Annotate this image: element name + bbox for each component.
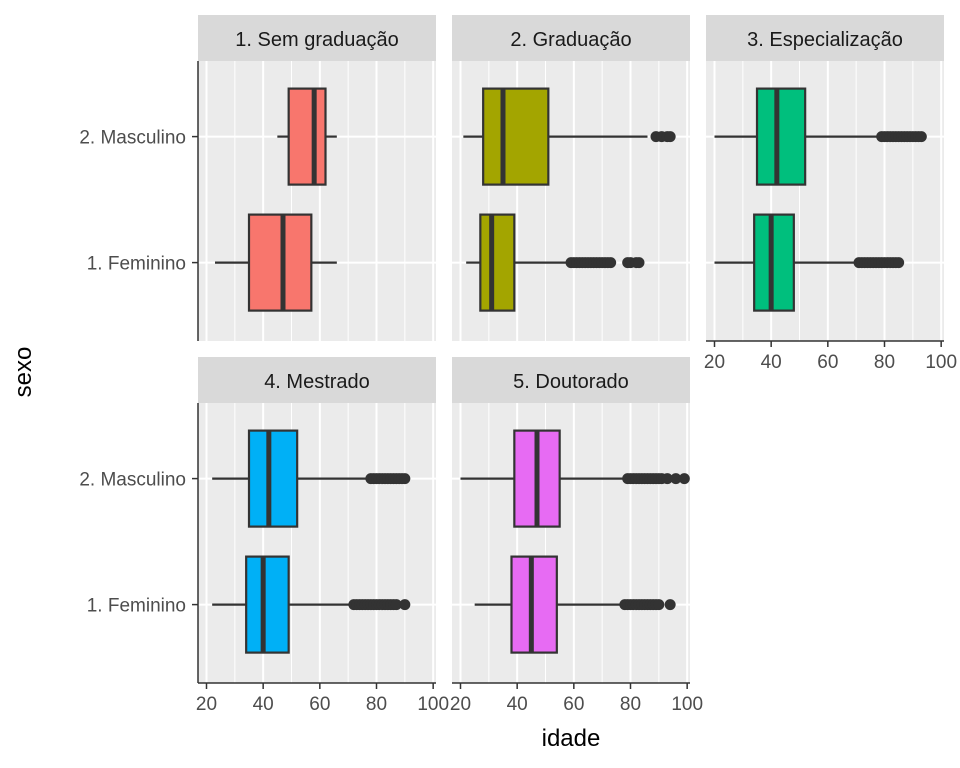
facet-panel: 2. Graduação	[452, 15, 690, 341]
x-tick-label: 100	[925, 352, 957, 373]
facet-strip-label: 5. Doutorado	[513, 371, 629, 393]
outlier-point	[915, 131, 927, 143]
x-tick-label: 80	[366, 694, 387, 715]
box-iqr	[287, 87, 327, 186]
x-tick-label: 20	[450, 694, 471, 715]
outlier-point	[399, 599, 411, 611]
x-tick-label: 20	[704, 352, 725, 373]
outlier-point	[661, 473, 673, 485]
x-tick-label: 60	[817, 352, 838, 373]
facet-strip	[452, 15, 690, 61]
facet-strip	[198, 357, 436, 403]
x-tick-label: 20	[196, 694, 217, 715]
outlier-point	[670, 473, 682, 485]
outlier-point	[390, 599, 402, 611]
outlier-point	[664, 599, 676, 611]
facet-strip-label: 4. Mestrado	[264, 371, 370, 393]
facet-panel: 3. Especialização 20 40 60 80 100	[704, 15, 957, 373]
panel-background	[198, 403, 436, 683]
outlier-point	[605, 257, 617, 269]
box-iqr	[247, 429, 299, 528]
box-iqr	[247, 213, 313, 312]
y-tick-label: 1. Feminino	[87, 254, 186, 275]
y-tick-label: 2. Masculino	[79, 470, 186, 491]
y-tick-label: 1. Feminino	[87, 596, 186, 617]
x-tick-label: 60	[309, 694, 330, 715]
panel-background	[706, 61, 944, 341]
box-iqr	[479, 213, 516, 312]
facet-panel: 5. Doutorado 20 40 60 80 100	[450, 357, 703, 715]
facet-strip	[706, 15, 944, 61]
box-iqr	[482, 87, 550, 186]
y-axis-title: sexo	[10, 347, 37, 398]
outlier-point	[678, 473, 690, 485]
facet-strip-label: 1. Sem graduação	[235, 29, 398, 51]
box-iqr	[753, 213, 795, 312]
x-tick-label: 40	[761, 352, 782, 373]
outlier-point	[399, 473, 411, 485]
outlier-point	[633, 257, 645, 269]
box-iqr	[245, 555, 290, 654]
box-iqr	[755, 87, 807, 186]
facet-strip-label: 2. Graduação	[510, 29, 631, 51]
panel-background	[452, 403, 690, 683]
facet-panel: 4. Mestrado 1. Feminino 2. Masculino 20 40 60…	[79, 357, 449, 715]
x-tick-label: 80	[874, 352, 895, 373]
x-tick-label: 40	[507, 694, 528, 715]
x-tick-label: 40	[253, 694, 274, 715]
facet-panel: 1. Sem graduação 1. Feminino 2. Masculino	[79, 15, 436, 341]
box-iqr	[510, 555, 558, 654]
facet-strip-label: 3. Especialização	[747, 29, 903, 51]
outlier-point	[653, 599, 665, 611]
x-tick-label: 100	[671, 694, 703, 715]
x-axis-title: idade	[542, 725, 601, 752]
y-tick-label: 2. Masculino	[79, 128, 186, 149]
x-tick-label: 60	[563, 694, 584, 715]
facet-strip	[198, 15, 436, 61]
facet-strip	[452, 357, 690, 403]
x-tick-label: 80	[620, 694, 641, 715]
x-tick-label: 100	[417, 694, 449, 715]
outlier-point	[893, 257, 905, 269]
outlier-point	[664, 131, 676, 143]
